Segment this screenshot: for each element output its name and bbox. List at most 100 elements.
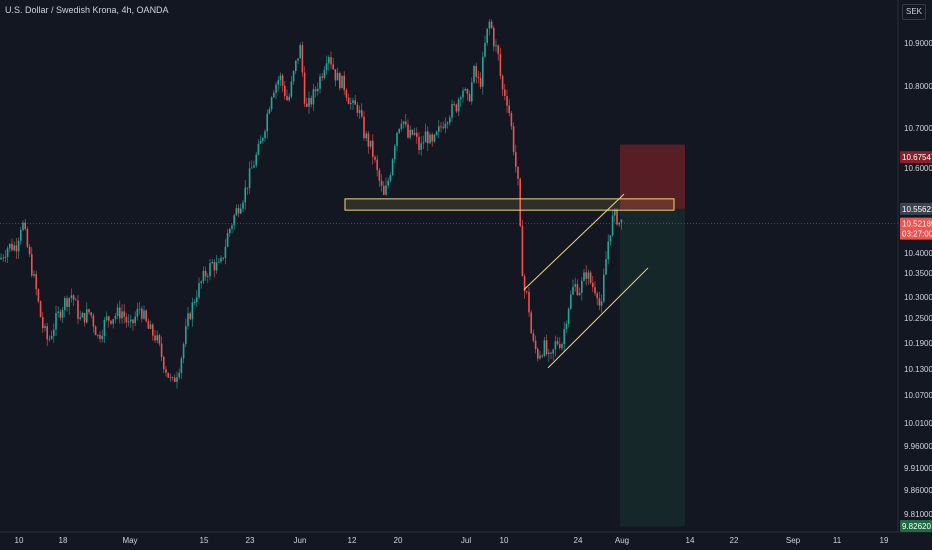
candle-body — [462, 90, 464, 98]
candle-body — [226, 233, 229, 247]
candle-body — [495, 45, 497, 47]
candle-body — [233, 215, 235, 226]
candle-body — [123, 311, 125, 317]
candle-body — [99, 334, 101, 340]
candle-body — [420, 143, 422, 150]
x-tick-label: 23 — [246, 536, 255, 545]
candle-body — [493, 27, 495, 47]
candle-body — [620, 219, 623, 223]
candle-body — [158, 335, 161, 344]
candle-body — [526, 291, 528, 293]
candle-body — [15, 245, 18, 252]
candle-body — [589, 272, 592, 283]
candle-body — [202, 270, 205, 282]
candle-body — [224, 246, 227, 258]
candle-body — [259, 140, 262, 144]
candle-body — [59, 311, 62, 318]
candle-body — [262, 137, 264, 141]
candle-body — [319, 76, 321, 89]
y-tick-label: 10.13000 — [904, 365, 932, 374]
y-tick-label: 10.60000 — [904, 164, 932, 173]
candle-body — [603, 274, 605, 302]
candle-body — [275, 84, 277, 93]
candle-body — [292, 70, 295, 82]
y-tick-label: 10.25000 — [904, 314, 932, 323]
candle-body — [145, 310, 147, 322]
candle-body — [191, 302, 194, 320]
candle-body — [37, 289, 40, 302]
candle-body — [130, 319, 132, 322]
price-badge-countdown: 03:27:00 — [902, 230, 932, 239]
candle-body — [31, 254, 33, 276]
candle-body — [400, 123, 403, 129]
candle-body — [26, 228, 29, 247]
price-badge-label: 10.67547 — [902, 153, 932, 162]
candle-body — [251, 167, 253, 169]
candle-body — [336, 72, 339, 81]
channel-lower-line[interactable] — [547, 267, 649, 369]
candle-body — [479, 77, 482, 87]
candle-body — [301, 45, 304, 73]
candle-body — [50, 336, 53, 339]
candle-body — [90, 312, 92, 316]
candle-body — [517, 166, 519, 179]
candle-body — [449, 117, 451, 123]
candle-body — [196, 297, 198, 302]
candle-body — [499, 53, 502, 76]
x-tick-label: 19 — [880, 536, 889, 545]
candle-body — [231, 225, 233, 229]
candle-body — [345, 90, 348, 98]
currency-button[interactable]: SEK — [902, 4, 926, 20]
candle-body — [512, 126, 515, 153]
candle-body — [138, 308, 141, 310]
candle-body — [163, 356, 165, 370]
candle-body — [391, 159, 394, 176]
candle-body — [2, 257, 4, 259]
candle-body — [618, 222, 620, 225]
candle-body — [574, 284, 576, 287]
candle-body — [398, 128, 400, 133]
candle-body — [187, 313, 189, 327]
y-tick-label: 10.19000 — [904, 339, 932, 348]
candle-body — [543, 340, 546, 356]
candle-body — [246, 187, 249, 189]
candle-body — [70, 295, 73, 298]
candle-body — [24, 222, 26, 229]
candle-body — [446, 122, 449, 124]
candle-body — [594, 287, 596, 294]
stop-loss-zone[interactable] — [620, 144, 685, 209]
candle-body — [521, 225, 524, 277]
channel-upper-line[interactable] — [523, 193, 625, 291]
y-tick-label: 10.90000 — [904, 39, 932, 48]
candle-body — [125, 316, 128, 323]
candle-body — [264, 131, 266, 138]
candle-body — [286, 96, 288, 101]
candle-body — [528, 291, 530, 313]
candle-body — [57, 311, 59, 313]
take-profit-zone[interactable] — [620, 208, 685, 527]
candle-body — [352, 100, 354, 103]
resistance-zone[interactable] — [344, 198, 675, 211]
candle-body — [180, 358, 183, 373]
candle-body — [508, 105, 510, 113]
candle-body — [372, 140, 374, 157]
candle-body — [284, 85, 286, 97]
x-tick-label: Sep — [786, 536, 801, 545]
candle-body — [585, 272, 587, 279]
candle-body — [537, 348, 539, 359]
candle-body — [114, 315, 117, 320]
candle-body — [455, 104, 458, 112]
candle-body — [605, 259, 607, 275]
candle-body — [61, 310, 64, 318]
candle-body — [4, 256, 7, 258]
candle-body — [418, 136, 420, 150]
candle-body — [330, 57, 332, 65]
candle-body — [213, 262, 216, 271]
candle-body — [200, 281, 202, 284]
candle-body — [378, 170, 381, 181]
candle-body — [451, 103, 453, 118]
candle-body — [545, 340, 548, 355]
candle-body — [550, 352, 552, 354]
